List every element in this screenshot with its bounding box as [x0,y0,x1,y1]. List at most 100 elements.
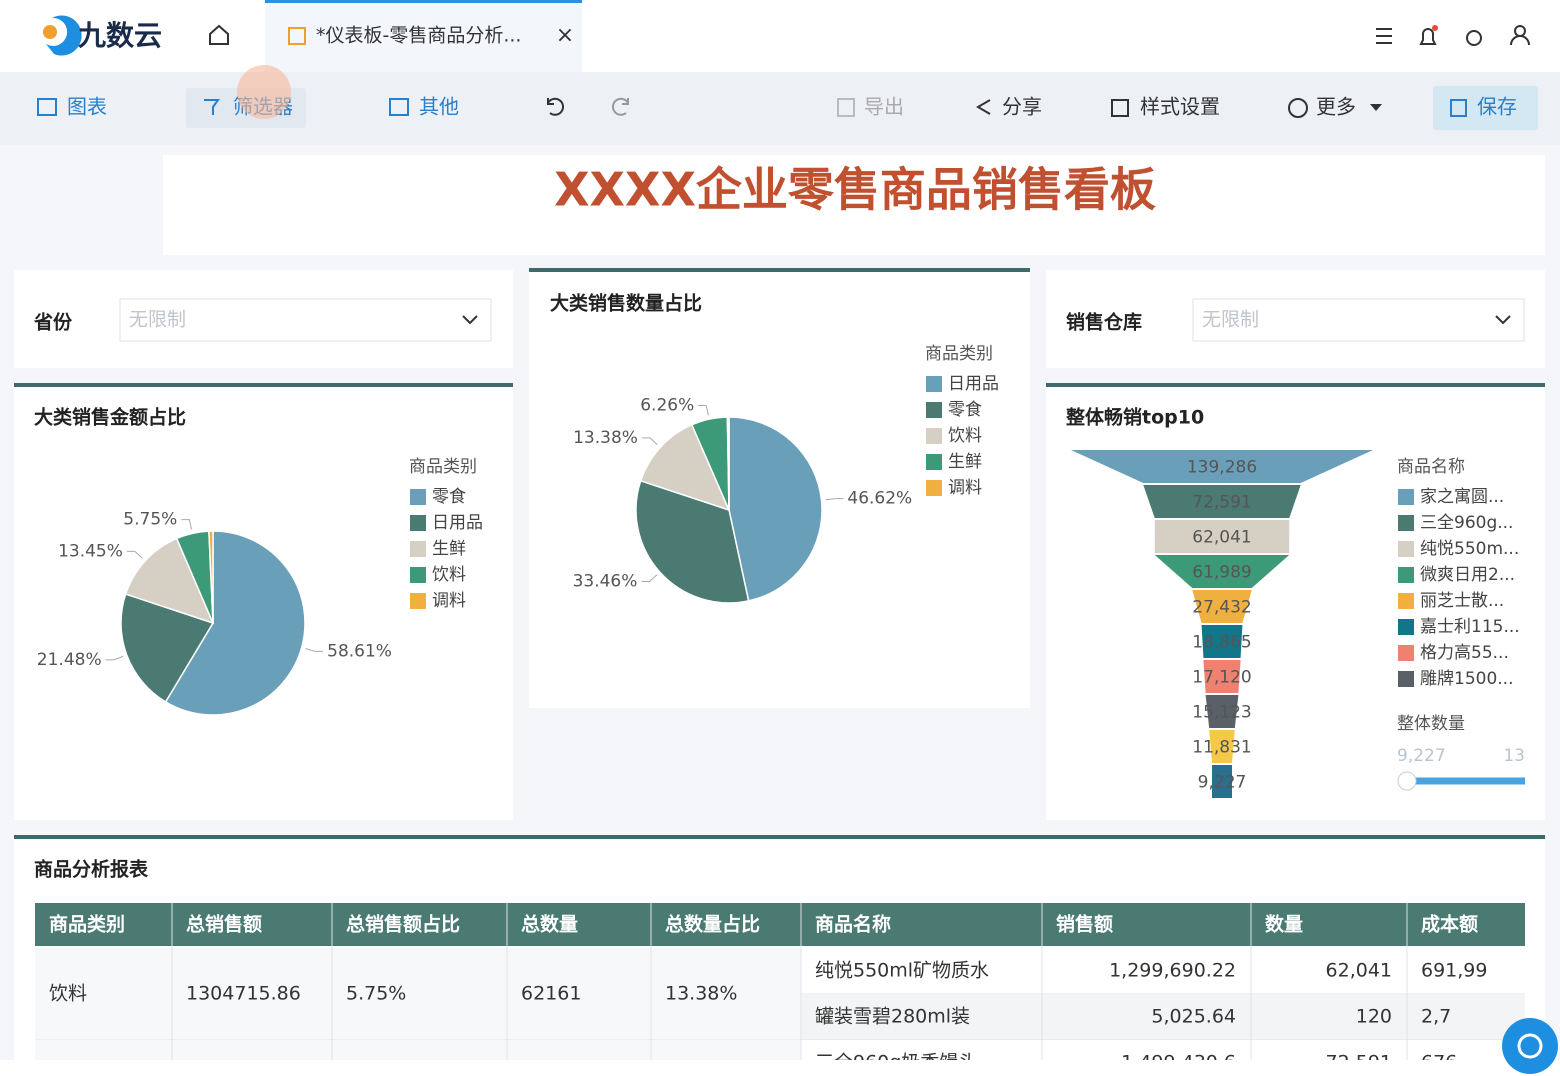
tab-close[interactable]: × [556,23,574,48]
table-cell: 纯悦550ml矿物质水 [815,960,989,982]
table-row [801,994,1525,1040]
range-handle[interactable] [1397,771,1417,791]
title-card [163,155,1545,255]
column-header: 总销售额占比 [346,913,460,936]
data-label: 13.38% [573,428,638,448]
funnel-segment [1154,555,1290,588]
legend-swatch [1398,541,1414,557]
legend-label[interactable]: 微爽日用2... [1420,565,1515,585]
leader-line [825,498,844,501]
active-tab[interactable] [265,0,582,72]
leader-line [641,437,658,445]
card-top-border [1046,383,1545,387]
legend-label[interactable]: 丽芝士散... [1420,591,1504,611]
funnel-segment [1205,695,1239,728]
pie-slice [639,423,731,512]
logo: 九数云 [78,19,162,52]
leader-line [126,550,143,559]
data-label: 58.61% [327,641,392,661]
data-label: 62,041 [1192,528,1251,548]
legend-label[interactable]: 日用品 [432,513,483,533]
card-top-border [529,268,1030,272]
card-top-border [14,835,1545,839]
data-label: 139,286 [1187,458,1257,478]
chat-button[interactable] [1502,1018,1558,1074]
column-header: 商品名称 [815,913,891,936]
data-label: 13.45% [58,541,123,561]
table-cell: 罐装雪碧280ml装 [815,1006,970,1028]
table-header [35,903,1525,946]
table-cell: 120 [1356,1006,1392,1028]
filter-value: 无限制 [129,309,186,331]
column-header: 成本额 [1421,913,1478,936]
export-button[interactable]: 导出 [864,95,904,119]
legend-label[interactable]: 生鲜 [948,452,982,472]
legend-title: 商品类别 [409,457,477,477]
pie-slice [164,530,306,716]
more-button[interactable]: 更多 [1316,95,1356,119]
column-header: 数量 [1265,913,1303,936]
save-button[interactable]: 保存 [1477,95,1517,119]
tab-icon [288,27,306,45]
legend-label[interactable]: 格力高55... [1420,643,1509,663]
list-icon[interactable] [1376,28,1392,44]
leader-line [181,519,193,530]
funnel-segment [1154,520,1290,553]
dashboard-title: XXXX企业零售商品销售看板 [554,163,1156,217]
legend-label[interactable]: 零食 [432,487,466,507]
table-cell: 5.75% [346,983,406,1005]
chart-title: 大类销售金额占比 [34,406,186,429]
legend-label[interactable]: 嘉士利115... [1420,617,1520,637]
legend-label[interactable]: 调料 [432,591,466,611]
bell-dot [1432,25,1438,31]
table-cell: 1,299,690.22 [1109,960,1236,982]
home-icon[interactable] [209,24,229,45]
bell-icon[interactable] [1419,28,1437,45]
legend-swatch [926,480,942,496]
share-button[interactable]: 分享 [1002,95,1042,119]
legend-label[interactable]: 纯悦550m... [1420,539,1519,559]
export-icon [837,98,855,117]
style-icon [1111,99,1129,117]
select-caret [1495,315,1511,325]
legend-label[interactable]: 家之寓圆... [1420,487,1504,507]
legend-label[interactable]: 生鲜 [432,539,466,559]
legend-label[interactable]: 雕牌1500... [1420,669,1513,689]
data-label: 61,989 [1192,563,1251,583]
filter-label: 销售仓库 [1066,311,1142,334]
save-icon [1450,99,1467,117]
column-header: 销售额 [1056,913,1113,936]
undo[interactable] [547,97,565,116]
funnel-segment [1201,625,1243,658]
legend-swatch [1398,671,1414,687]
table-cell: 62,041 [1326,960,1392,982]
pie-slice [120,593,215,703]
chart-button[interactable]: 图表 [67,95,107,119]
logo-icon [46,15,82,56]
redo[interactable] [611,97,629,116]
filter-select[interactable] [1192,298,1525,342]
legend-label[interactable]: 饮料 [432,565,466,585]
save-button-bg[interactable] [1433,86,1538,130]
leader-line [698,404,709,416]
legend-label[interactable]: 零食 [948,400,982,420]
legend-label[interactable]: 三全960g... [1420,513,1513,533]
table-cell: 13.38% [665,983,737,1005]
table-title: 商品分析报表 [34,858,149,881]
legend-label[interactable]: 饮料 [948,426,982,446]
legend-swatch [1398,515,1414,531]
other-button[interactable]: 其他 [419,95,459,119]
legend-label[interactable]: 调料 [948,478,982,498]
table-cell: 饮料 [49,983,87,1005]
legend-swatch [926,402,942,418]
timer-icon[interactable] [1466,30,1482,46]
filter-select[interactable] [119,298,492,342]
legend-title: 商品名称 [1397,457,1465,477]
style-button[interactable]: 样式设置 [1140,95,1220,119]
legend-label[interactable]: 日用品 [948,374,999,394]
table-cell: 676 [1421,1052,1457,1074]
other-icon [389,98,409,116]
filter-value: 无限制 [1202,309,1259,331]
